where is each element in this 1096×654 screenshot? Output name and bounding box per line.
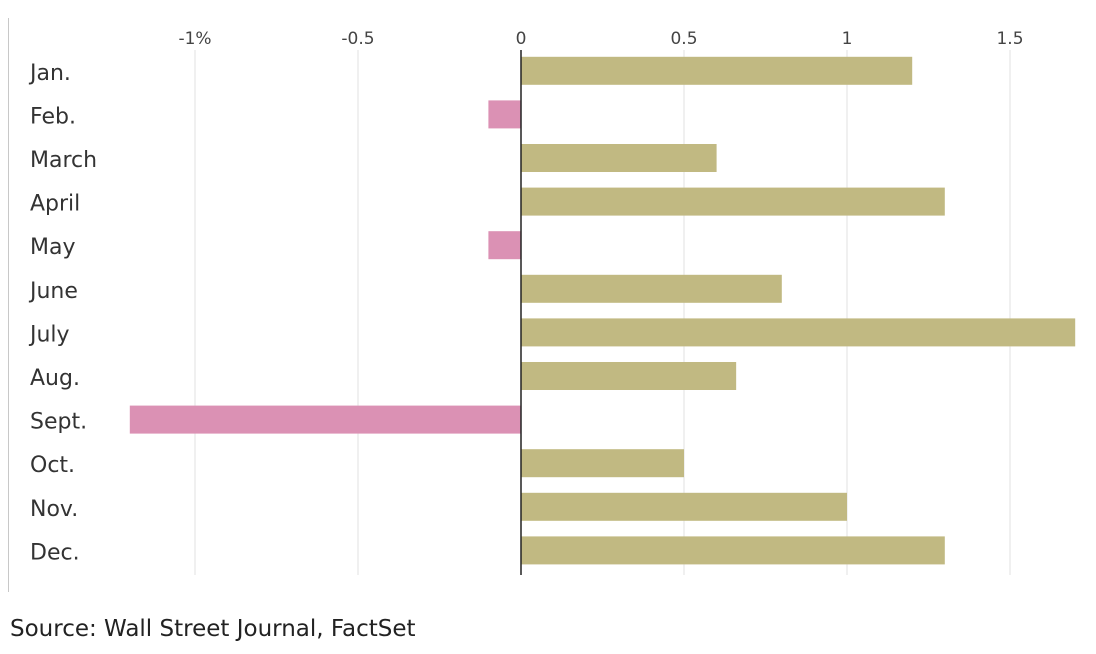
category-label: March: [30, 148, 97, 173]
bar-chart: -1% -0.5 0 0.5 1 1.5 Jan. Feb. March April May Jun…: [8, 18, 1076, 592]
category-label: Dec.: [30, 540, 80, 565]
category-label: Aug.: [30, 366, 80, 391]
x-tick-label: -0.5: [341, 29, 374, 49]
category-label: July: [28, 322, 70, 347]
bar: [521, 536, 945, 565]
x-tick-label: -1%: [178, 29, 211, 49]
category-labels: Jan. Feb. March April May June July Aug. Sept. Oc…: [28, 61, 97, 566]
x-tick-label: 1.5: [996, 29, 1023, 49]
bar: [521, 187, 945, 216]
category-label: May: [30, 235, 75, 260]
bar: [521, 274, 782, 303]
bar: [488, 100, 521, 129]
category-label: April: [30, 192, 80, 217]
x-axis-ticks: -1% -0.5 0 0.5 1 1.5: [178, 29, 1023, 49]
bar: [521, 144, 717, 172]
category-label: Oct.: [30, 453, 75, 478]
x-tick-label: 1: [842, 29, 853, 49]
source-note: Source: Wall Street Journal, FactSet: [10, 616, 416, 642]
category-label: Sept.: [30, 410, 87, 435]
bar: [521, 56, 913, 85]
bar: [488, 231, 521, 260]
x-tick-label: 0.5: [670, 29, 697, 49]
bar: [129, 405, 522, 434]
bar: [521, 492, 847, 521]
category-label: Jan.: [28, 61, 71, 86]
category-label: Feb.: [30, 104, 76, 129]
bar: [521, 449, 684, 478]
gridlines: [194, 50, 1011, 575]
bar: [521, 318, 1076, 347]
x-tick-label: 0: [516, 29, 527, 49]
category-label: Nov.: [30, 497, 78, 522]
bar: [521, 362, 737, 390]
bars: [129, 56, 1076, 565]
category-label: June: [28, 279, 78, 304]
